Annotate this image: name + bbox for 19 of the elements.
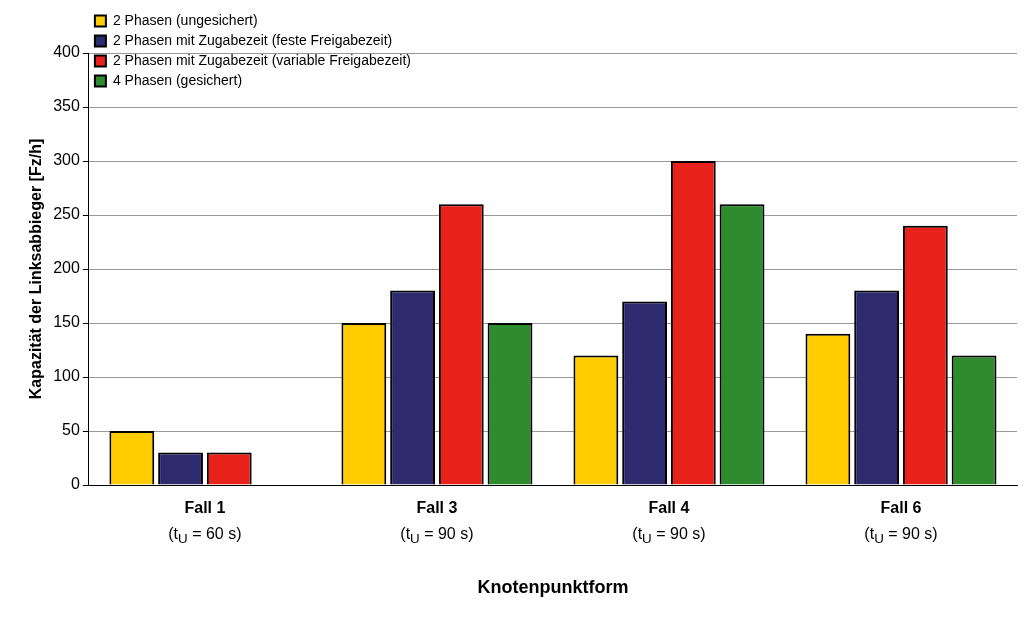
x-tick-label: Fall 4 (t$_{U}$ = 90 s) xyxy=(631,498,707,549)
y-tick-label: 150 xyxy=(53,313,80,331)
legend-label: 2 Phasen (ungesichert) xyxy=(112,11,258,28)
legend-label: 2 Phasen mit Zugabezeit (variable Freigabezeit) xyxy=(112,51,411,68)
y-tick-label: 350 xyxy=(53,97,80,115)
y-tick-label: 100 xyxy=(53,367,80,385)
y-tick-label: 250 xyxy=(53,205,80,223)
x-tick-label: Fall 6 (t$_{U}$ = 90 s) xyxy=(863,498,939,549)
y-tick-label: 300 xyxy=(53,151,80,169)
y-axis-title: Kapazität der Linksabbieger [Fz/h] xyxy=(27,138,45,400)
x-tick-label: Fall 3 (t$_{U}$ = 90 s) xyxy=(399,498,475,549)
y-tick-label: 0 xyxy=(70,475,80,493)
x-tick-label: Fall 1 (t$_{U}$ = 60 s) xyxy=(167,498,243,549)
x-axis-title: Knotenpunktform xyxy=(477,577,629,598)
legend-label: 2 Phasen mit Zugabezeit (feste Freigabezeit) xyxy=(112,31,393,48)
y-tick-label: 400 xyxy=(53,43,80,61)
legend-label: 4 Phasen (gesichert) xyxy=(112,71,243,88)
y-tick-label: 50 xyxy=(62,421,80,439)
y-tick-label: 200 xyxy=(53,259,80,277)
